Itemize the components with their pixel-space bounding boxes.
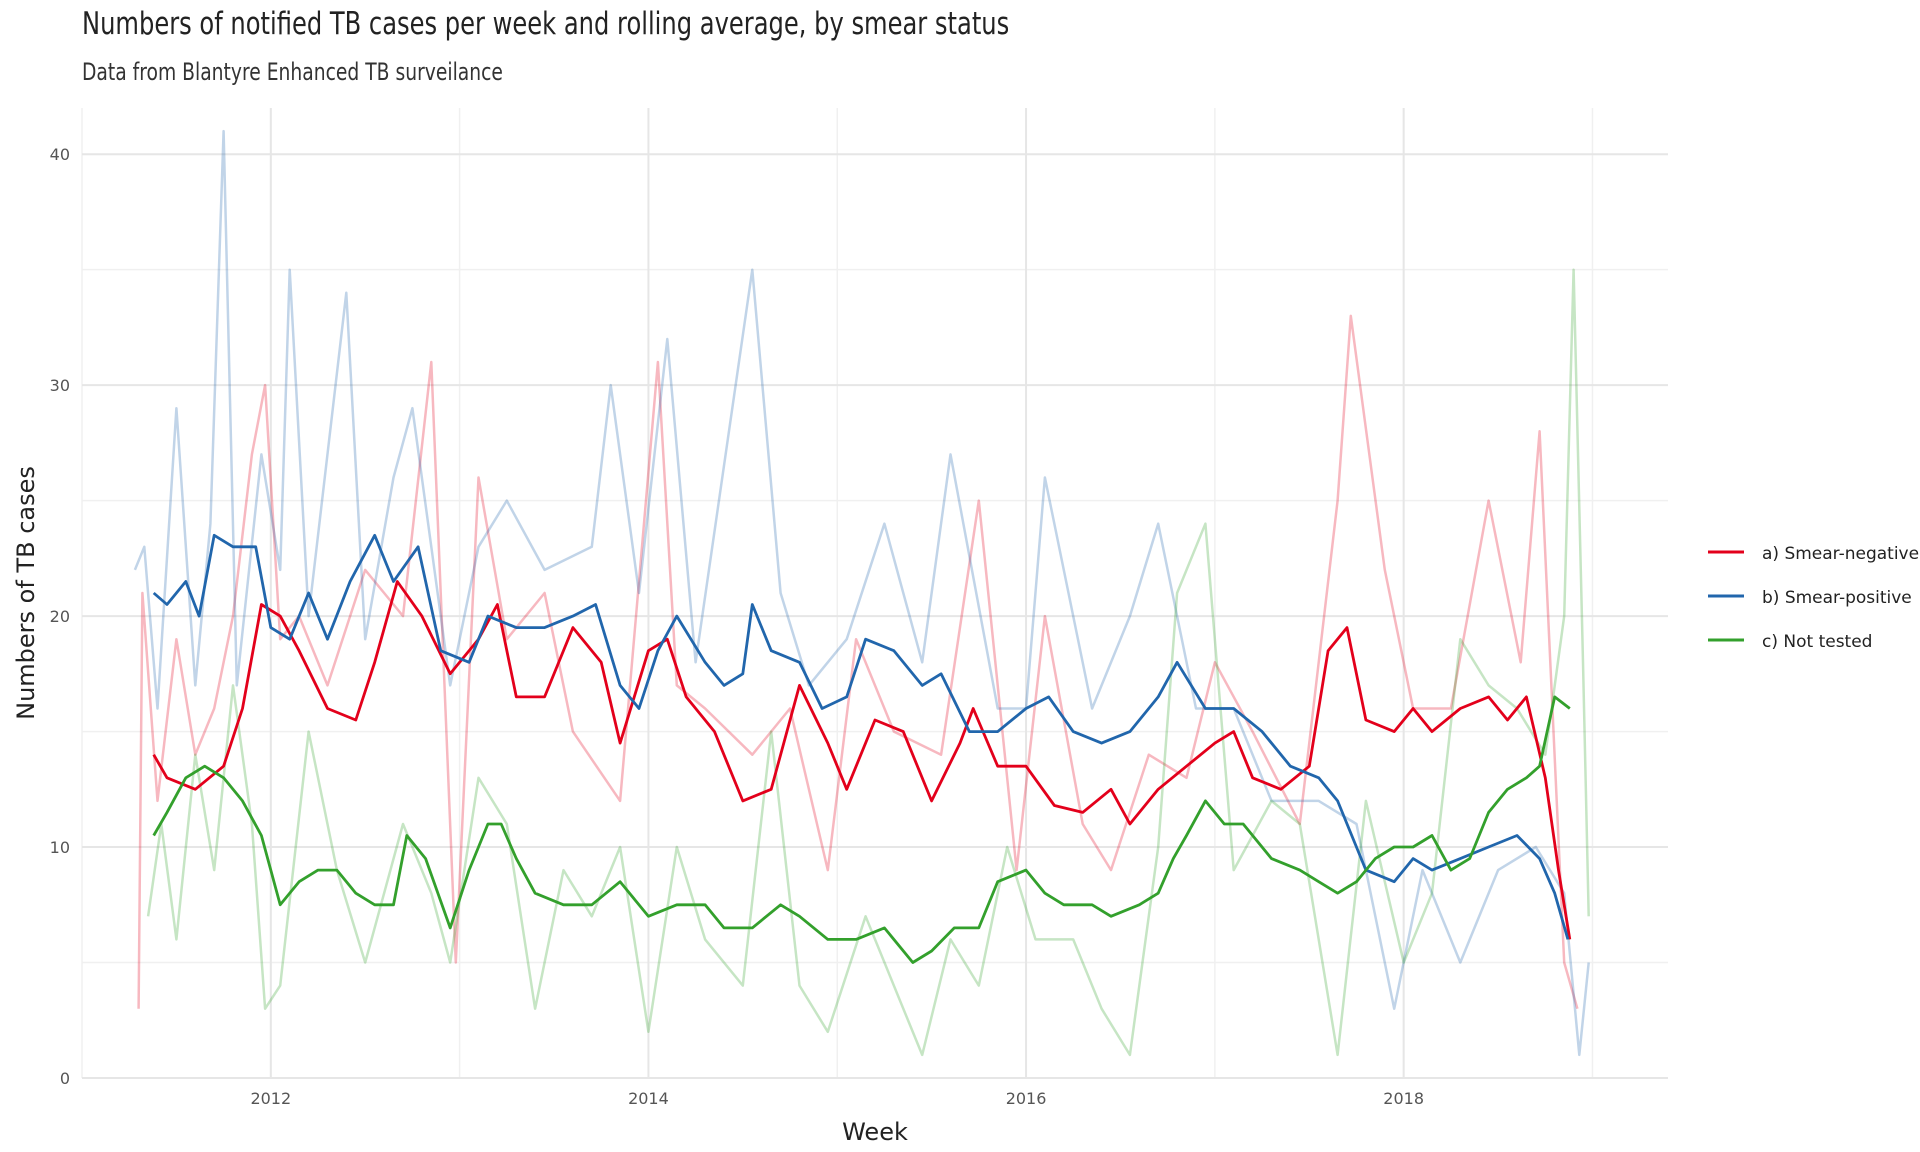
y-tick-label: 30 bbox=[50, 376, 70, 395]
rolling-average-lineb-smear-positive bbox=[152, 533, 1570, 940]
x-axis-label: Week bbox=[842, 1118, 908, 1146]
x-tick-label: 2016 bbox=[1006, 1089, 1047, 1108]
rolling-average-linec-not-tested bbox=[152, 695, 1571, 964]
legend-label: c) Not tested bbox=[1762, 632, 1872, 652]
chart-subtitle: Data from Blantyre Enhanced TB surveilan… bbox=[82, 58, 503, 86]
x-tick-label: 2012 bbox=[250, 1089, 291, 1108]
y-tick-label: 10 bbox=[50, 838, 70, 857]
y-tick-label: 0 bbox=[60, 1069, 70, 1088]
y-tick-label: 20 bbox=[50, 607, 70, 626]
weekly-linea-smear-negative bbox=[137, 314, 1579, 1010]
legend-label: b) Smear-positive bbox=[1762, 588, 1912, 608]
y-axis-label: Numbers of TB cases bbox=[12, 466, 40, 720]
x-tick-label: 2014 bbox=[628, 1089, 669, 1108]
y-tick-label: 40 bbox=[50, 145, 70, 164]
chart-title: Numbers of notified TB cases per week an… bbox=[82, 6, 1010, 42]
weekly-linec-not-tested bbox=[146, 268, 1590, 1057]
legend-label: a) Smear-negative bbox=[1762, 544, 1919, 564]
rolling-average-linea-smear-negative bbox=[152, 580, 1572, 940]
x-tick-label: 2018 bbox=[1383, 1089, 1424, 1108]
